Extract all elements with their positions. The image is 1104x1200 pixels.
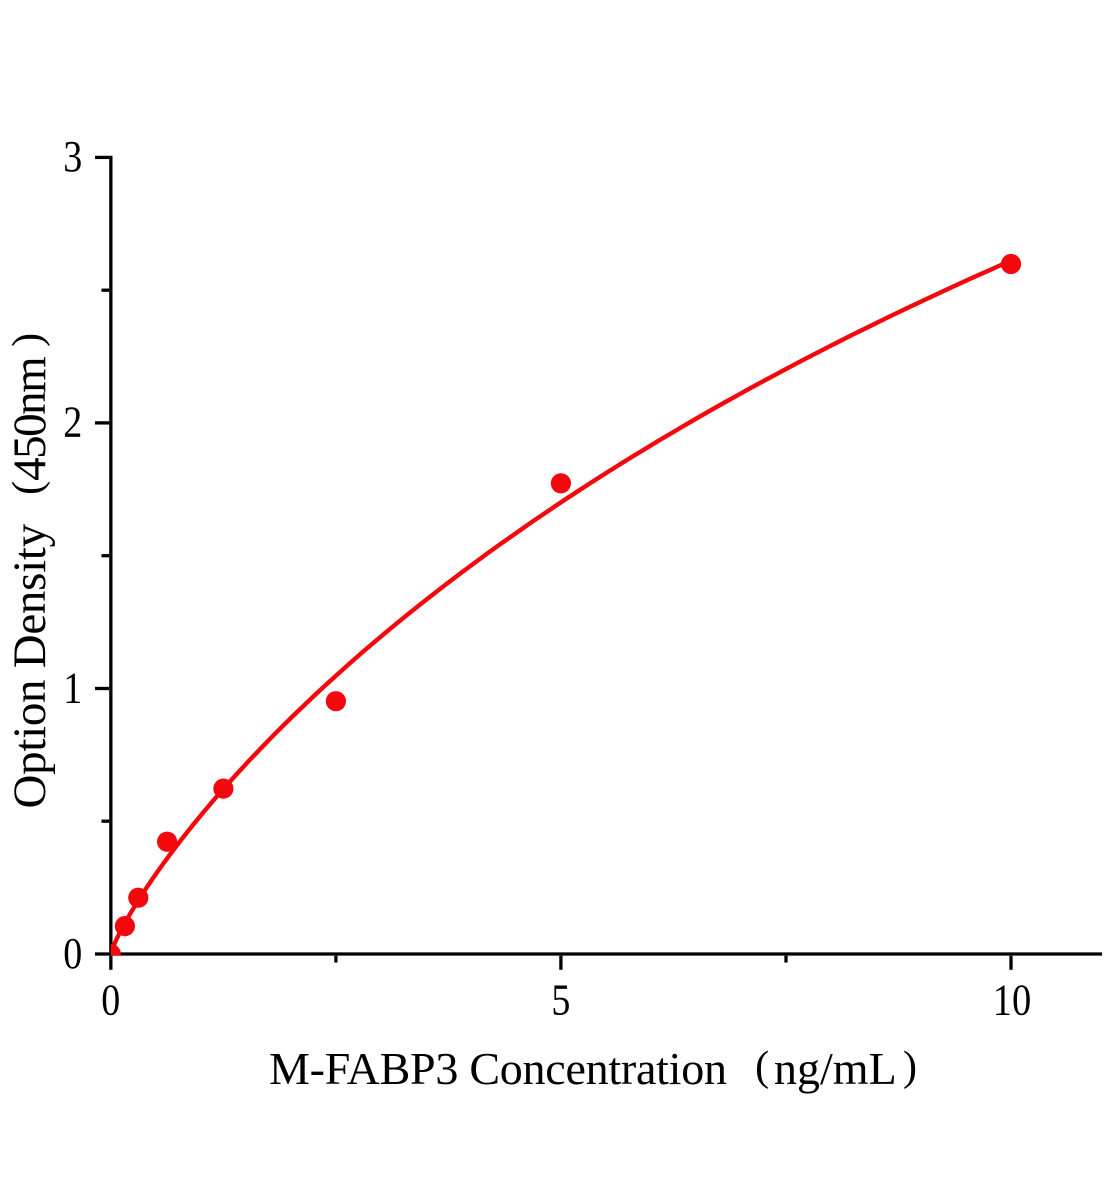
svg-text:0: 0 (63, 929, 82, 978)
svg-text:1: 1 (63, 663, 82, 712)
svg-text:0: 0 (101, 975, 120, 1024)
svg-text:M-FABP3 Concentration(ng/mL): M-FABP3 Concentration(ng/mL) (269, 1043, 917, 1094)
svg-text:3: 3 (63, 132, 82, 181)
svg-text:2: 2 (63, 398, 82, 447)
svg-text:Option Density(450nm): Option Density(450nm) (4, 333, 56, 809)
svg-text:5: 5 (551, 975, 570, 1024)
svg-text:10: 10 (993, 975, 1032, 1024)
